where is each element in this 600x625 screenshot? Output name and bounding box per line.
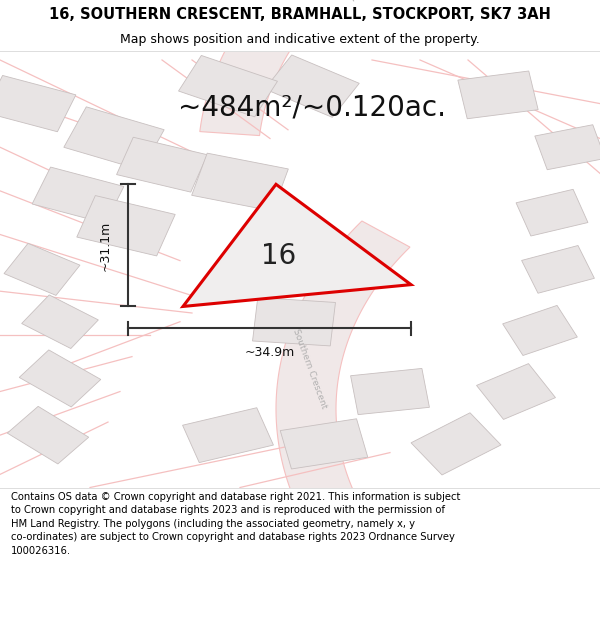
- Polygon shape: [191, 153, 289, 211]
- Polygon shape: [516, 189, 588, 236]
- Polygon shape: [4, 243, 80, 296]
- Polygon shape: [32, 167, 124, 223]
- Polygon shape: [235, 223, 329, 281]
- Polygon shape: [535, 125, 600, 170]
- Polygon shape: [7, 406, 89, 464]
- Polygon shape: [182, 408, 274, 462]
- Polygon shape: [200, 0, 527, 136]
- Text: Southern Crescent: Southern Crescent: [291, 328, 328, 410]
- Polygon shape: [64, 107, 164, 170]
- Text: ~484m²/~0.120ac.: ~484m²/~0.120ac.: [178, 94, 446, 122]
- Polygon shape: [411, 412, 501, 475]
- Polygon shape: [19, 350, 101, 407]
- Polygon shape: [116, 138, 208, 192]
- Polygon shape: [280, 419, 368, 469]
- Text: 16, SOUTHERN CRESCENT, BRAMHALL, STOCKPORT, SK7 3AH: 16, SOUTHERN CRESCENT, BRAMHALL, STOCKPO…: [49, 7, 551, 22]
- Text: Map shows position and indicative extent of the property.: Map shows position and indicative extent…: [120, 34, 480, 46]
- Text: 16: 16: [262, 242, 296, 270]
- Polygon shape: [521, 246, 595, 293]
- Polygon shape: [503, 306, 577, 356]
- Text: Contains OS data © Crown copyright and database right 2021. This information is : Contains OS data © Crown copyright and d…: [11, 492, 460, 556]
- Polygon shape: [253, 298, 335, 346]
- Polygon shape: [265, 55, 359, 118]
- Text: Southern Crescent: Southern Crescent: [298, 0, 359, 2]
- Text: ~31.1m: ~31.1m: [98, 220, 112, 271]
- Polygon shape: [0, 76, 76, 132]
- Polygon shape: [22, 295, 98, 349]
- Polygon shape: [183, 184, 411, 306]
- Text: ~34.9m: ~34.9m: [244, 346, 295, 359]
- Polygon shape: [350, 369, 430, 414]
- Polygon shape: [476, 364, 556, 419]
- Polygon shape: [458, 71, 538, 119]
- Polygon shape: [276, 221, 410, 519]
- Polygon shape: [179, 56, 277, 117]
- Polygon shape: [77, 196, 175, 256]
